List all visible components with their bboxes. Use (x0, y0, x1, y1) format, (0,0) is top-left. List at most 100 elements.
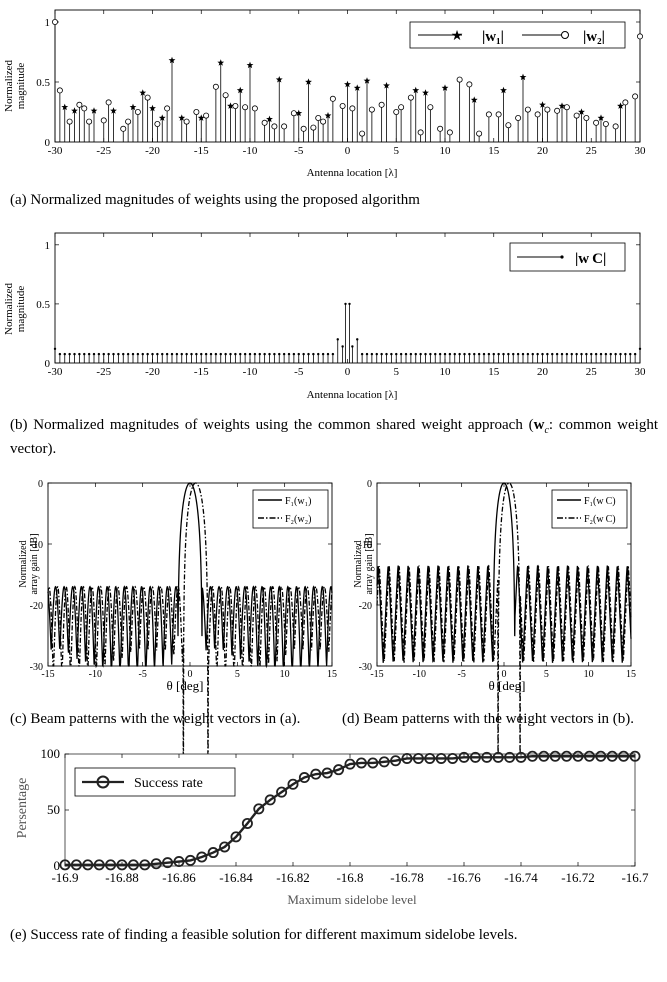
marker-wc (624, 352, 627, 356)
marker-w2 (52, 18, 59, 25)
x-tick-label: -25 (96, 145, 111, 157)
marker-wc (565, 352, 569, 356)
marker-w2 (378, 101, 385, 108)
marker-wc (151, 352, 154, 356)
chart-e-ylabel: Persentage (15, 778, 30, 839)
marker-wc (253, 352, 257, 356)
x-tick-label: 10 (440, 366, 452, 378)
chart-d-ylabel: Normalizedarray gain [dB] (353, 533, 375, 594)
marker-wc (409, 352, 413, 356)
x-tick-label: -10 (89, 669, 102, 680)
marker-w1 (71, 107, 78, 114)
success-rate-point (230, 831, 242, 843)
marker-w2 (612, 123, 619, 130)
marker-w1 (110, 107, 117, 114)
marker-w2 (271, 123, 278, 130)
y-tick-label: 0 (38, 479, 43, 490)
marker-wc (360, 352, 364, 356)
chart-e-plot-area: -16.9 -16.88 -16.86 -16.84 -16.82 -16.8 -16.78… (41, 746, 650, 885)
marker-wc (604, 352, 608, 356)
x-tick-label: 20 (537, 145, 549, 157)
success-rate-point (139, 859, 151, 871)
marker-w2 (290, 110, 297, 117)
x-tick-label: -15 (370, 669, 383, 680)
x-tick-label: -20 (145, 366, 160, 378)
marker-wc (575, 352, 578, 356)
y-tick-label: 0 (45, 137, 51, 149)
marker-w1 (519, 73, 527, 81)
success-rate-point (492, 751, 504, 763)
x-tick-label: 10 (584, 669, 594, 680)
x-tick-label: -10 (413, 669, 426, 680)
marker-wc (73, 352, 76, 356)
marker-w2 (495, 111, 502, 118)
marker-w1 (61, 103, 69, 111)
success-rate-point (481, 751, 493, 763)
marker-w2 (193, 109, 200, 116)
marker-w1 (246, 61, 254, 69)
chart-c-legend-entry-2: F₂(w₂) (285, 514, 311, 525)
success-rate-point (526, 750, 538, 762)
success-rate-point (162, 857, 174, 869)
marker-w2 (310, 124, 317, 131)
marker-wc (156, 352, 159, 356)
chart-c: -15 -10 -5 0 5 10 15 0 -10 -20 -30 F₁(w₁) F₂(w₂) N… (18, 479, 337, 813)
marker-wc (341, 345, 344, 348)
marker-wc (263, 352, 266, 356)
success-rate-point (549, 750, 561, 762)
marker-w2 (637, 33, 644, 40)
x-tick-label: 5 (394, 366, 400, 378)
marker-wc (633, 352, 637, 356)
marker-wc (580, 352, 583, 356)
x-tick-label: -16.84 (219, 870, 253, 885)
marker-w2 (212, 83, 219, 90)
success-rate-point (321, 767, 333, 779)
x-tick-label: -16.78 (390, 870, 424, 885)
marker-w2 (339, 103, 346, 110)
success-rate-point (116, 859, 128, 871)
marker-w2 (632, 93, 639, 100)
chart-e: -16.9 -16.88 -16.86 -16.84 -16.82 -16.8 -16.78… (15, 746, 649, 907)
x-tick-label: -5 (457, 669, 465, 680)
chart-a-legend-entry-1: |w₁| (482, 29, 504, 45)
marker-wc (68, 352, 71, 356)
marker-w1 (597, 114, 605, 121)
marker-wc (175, 352, 179, 356)
marker-w2 (583, 115, 590, 122)
success-rate-point (378, 756, 390, 768)
x-tick-label: 15 (327, 669, 337, 680)
marker-wc (463, 352, 466, 356)
marker-wc (248, 352, 252, 356)
marker-wc (136, 352, 140, 356)
marker-wc (395, 352, 398, 356)
x-tick-label: -16.72 (561, 870, 595, 885)
marker-wc (492, 352, 495, 356)
x-tick-label: -15 (194, 366, 209, 378)
marker-wc (307, 352, 310, 356)
marker-w2 (232, 103, 239, 110)
marker-wc (438, 352, 442, 356)
marker-w2 (427, 104, 434, 111)
marker-w2 (76, 101, 83, 108)
chart-a-legend-star-marker: ★ (451, 29, 464, 44)
marker-wc (278, 352, 281, 356)
marker-wc (185, 352, 188, 356)
caption-e: (e) Success rate of finding a feasible s… (10, 927, 518, 943)
x-tick-label: 30 (635, 145, 647, 157)
marker-w1 (305, 78, 312, 85)
marker-wc (326, 352, 330, 356)
marker-w2 (476, 130, 483, 137)
marker-wc (512, 352, 515, 356)
x-tick-label: -16.76 (447, 870, 481, 885)
marker-w1 (158, 114, 166, 121)
chart-e-legend: Success rate (74, 767, 236, 797)
marker-wc (443, 352, 447, 356)
marker-w2 (485, 111, 492, 118)
marker-w2 (456, 76, 463, 83)
x-tick-label: -16.86 (162, 870, 196, 885)
marker-w2 (349, 105, 356, 112)
success-rate-point (276, 786, 288, 798)
marker-wc (629, 352, 632, 356)
marker-w1 (217, 59, 225, 66)
marker-wc (468, 352, 471, 356)
